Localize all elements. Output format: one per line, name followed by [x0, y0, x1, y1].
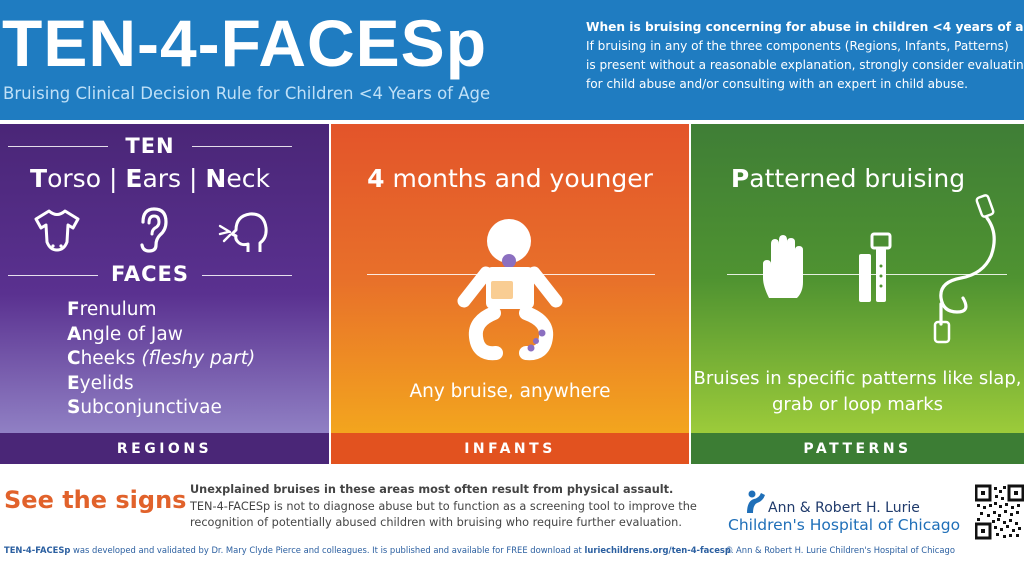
faces-list: Frenulum Angle of Jaw Cheeks (fleshy par…: [67, 298, 255, 421]
ten-word-rest: ars: [142, 164, 182, 193]
credit-bold: TEN-4-FACESp: [4, 545, 71, 555]
see-the-signs: See the signs: [4, 486, 187, 514]
answer-line: If bruising in any of the three componen…: [586, 39, 1009, 53]
faces-item-note: (fleshy part): [141, 348, 256, 369]
hand-icon: [763, 235, 803, 298]
list-item: Frenulum: [67, 298, 255, 323]
faces-first-letter: S: [67, 397, 81, 418]
onesie-icon: [34, 209, 80, 252]
unexplained-note: Unexplained bruises in these areas most …: [190, 483, 674, 496]
hospital-name-line1: Ann & Robert H. Lurie: [768, 500, 920, 516]
answer-line: is present without a reasonable explanat…: [586, 58, 1024, 72]
faces-item-rest: heeks: [80, 348, 142, 369]
hospital-logo-icon: [747, 490, 765, 513]
list-item: Cheeks (fleshy part): [67, 347, 255, 372]
list-item: Angle of Jaw: [67, 323, 255, 348]
question-answer: If bruising in any of the three componen…: [586, 37, 1024, 94]
list-item: Subconjunctivae: [67, 396, 255, 421]
infants-title-rest: months and younger: [384, 164, 653, 193]
faces-first-letter: A: [67, 323, 82, 345]
hospital-name-line2: Children's Hospital of Chicago: [728, 516, 961, 534]
infants-panel: 4 months and younger Any bruise, anywher…: [331, 124, 689, 433]
page-title: TEN-4-FACESp: [2, 6, 488, 80]
ten-words: Torso | Ears | Neck: [0, 164, 300, 193]
answer-line: for child abuse and/or consulting with a…: [586, 77, 968, 91]
neck-icon: [218, 212, 268, 252]
patterns-panel: Patterned bruising Bruises in specific p…: [691, 124, 1024, 433]
regions-bar: REGIONS: [0, 433, 329, 464]
infants-title-bold: 4: [367, 164, 385, 193]
question-heading: When is bruising concerning for abuse in…: [586, 20, 1024, 34]
divider: [202, 275, 292, 276]
faces-first-letter: F: [67, 299, 80, 320]
list-item: Eyelids: [67, 372, 255, 397]
divider: [192, 146, 292, 147]
baby-icon: [457, 219, 563, 361]
ten-first-letter: T: [30, 164, 48, 193]
credit-end: .: [730, 545, 734, 555]
infants-caption: Any bruise, anywhere: [409, 381, 611, 402]
divider: [8, 275, 98, 276]
patterns-title-rest: atterned bruising: [749, 164, 966, 193]
patterns-caption: Bruises in specific patterns like slap, …: [693, 368, 1022, 415]
patterns-bar: PATTERNS: [691, 433, 1024, 464]
credit-text: was developed and validated by Dr. Mary …: [70, 545, 585, 555]
ten-separator: |: [108, 164, 118, 193]
cord-icon: [933, 194, 996, 344]
faces-first-letter: E: [67, 372, 80, 394]
faces-label: FACES: [110, 262, 190, 286]
patterns-title-bold: P: [730, 164, 750, 193]
patterns-title: Patterned bruising: [691, 164, 1024, 193]
infants-title: 4 months and younger: [331, 164, 689, 193]
copyright: © Ann & Robert H. Lurie Children's Hospi…: [725, 545, 955, 555]
ten-first-letter: N: [205, 164, 227, 193]
page-subtitle: Bruising Clinical Decision Rule for Chil…: [3, 84, 491, 103]
ten-label: TEN: [125, 134, 175, 158]
divider: [8, 146, 108, 147]
faces-item-rest: renulum: [79, 299, 157, 320]
ten-separator: |: [189, 164, 198, 193]
ten-word-rest: orso: [47, 164, 102, 193]
faces-item-rest: yelids: [79, 372, 134, 394]
ear-icon: [140, 207, 168, 253]
ten-word-rest: eck: [226, 164, 270, 193]
faces-first-letter: C: [67, 348, 81, 369]
infants-bar: INFANTS: [331, 433, 689, 464]
belt-icon: [859, 232, 892, 302]
header: TEN-4-FACESp Bruising Clinical Decision …: [0, 0, 1024, 120]
ten-first-letter: E: [125, 164, 143, 193]
faces-item-rest: ubconjunctivae: [80, 397, 222, 418]
credit-link[interactable]: luriechildrens.org/ten-4-facesp: [584, 545, 731, 555]
regions-panel: TEN Torso | Ears | Neck FACES Frenulum A…: [0, 124, 329, 433]
credit-line: TEN-4-FACESp was developed and validated…: [4, 545, 734, 555]
faces-item-rest: ngle of Jaw: [81, 323, 183, 345]
disclaimer: TEN-4-FACESp is not to diagnose abuse bu…: [190, 500, 697, 529]
qr-code-icon[interactable]: [975, 484, 1024, 540]
